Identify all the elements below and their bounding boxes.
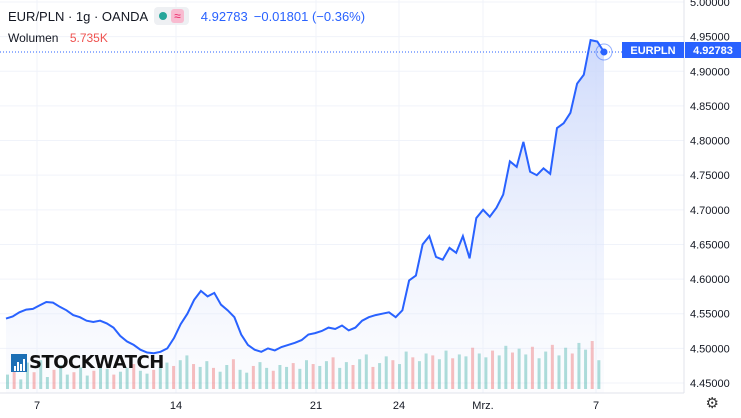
volume-label: Wolumen bbox=[8, 31, 59, 45]
price-tag-name: EURPLN bbox=[630, 45, 675, 57]
price-axis: 5.00000 4.95000 4.90000 4.85000 4.80000 4.750… bbox=[690, 0, 730, 390]
logo-chart-icon bbox=[11, 353, 27, 372]
x-tick-label: 7 bbox=[34, 400, 40, 412]
x-tick-label: Mrz. bbox=[472, 400, 493, 412]
volume-legend[interactable]: Wolumen 5.735K bbox=[8, 31, 108, 45]
y-tick-label: 4.85000 bbox=[690, 101, 730, 113]
stockwatch-logo: STOCKWATCH bbox=[11, 352, 164, 373]
time-axis: 7 14 21 24 Mrz. 7 bbox=[34, 400, 599, 412]
y-tick-label: 4.50000 bbox=[690, 343, 730, 355]
price-tag: EURPLN 4.92783 bbox=[622, 42, 741, 58]
x-tick-label: 14 bbox=[170, 400, 182, 412]
x-tick-label: 7 bbox=[593, 400, 599, 412]
last-price-ring bbox=[595, 43, 613, 61]
gear-icon[interactable]: ⚙ bbox=[705, 395, 719, 412]
symbol-title[interactable]: EUR/PLN · 1g · OANDA bbox=[8, 8, 149, 24]
y-tick-label: 4.70000 bbox=[690, 205, 730, 217]
y-tick-label: 4.45000 bbox=[690, 378, 730, 390]
price-line bbox=[5, 38, 605, 355]
legend-status-pill[interactable]: ≈ bbox=[154, 7, 189, 25]
y-tick-label: 4.55000 bbox=[690, 309, 730, 321]
series-legend[interactable]: EUR/PLN · 1g · OANDA ≈ 4.92783 −0.01801 … bbox=[8, 7, 365, 25]
y-tick-label: 5.00000 bbox=[690, 0, 730, 9]
x-tick-label: 21 bbox=[310, 400, 322, 412]
price-area bbox=[6, 40, 604, 393]
volume-value: 5.735K bbox=[69, 31, 108, 45]
wave-icon: ≈ bbox=[171, 9, 184, 23]
y-tick-label: 4.65000 bbox=[690, 239, 730, 251]
logo-text: STOCKWATCH bbox=[29, 352, 164, 373]
y-tick-label: 4.80000 bbox=[690, 136, 730, 148]
legend-change: −0.01801 (−0.36%) bbox=[253, 8, 366, 24]
y-tick-label: 4.90000 bbox=[690, 66, 730, 78]
y-tick-label: 4.95000 bbox=[690, 32, 730, 44]
x-tick-label: 24 bbox=[393, 400, 405, 412]
price-tag-name-bg bbox=[622, 42, 684, 58]
market-status-icon bbox=[159, 12, 168, 20]
price-tag-value: 4.92783 bbox=[693, 45, 733, 57]
last-price-marker bbox=[600, 48, 608, 56]
price-tag-value-bg bbox=[685, 42, 741, 58]
legend-price: 4.92783 bbox=[200, 8, 248, 24]
y-tick-label: 4.60000 bbox=[690, 274, 730, 286]
y-tick-label: 4.75000 bbox=[690, 170, 730, 182]
